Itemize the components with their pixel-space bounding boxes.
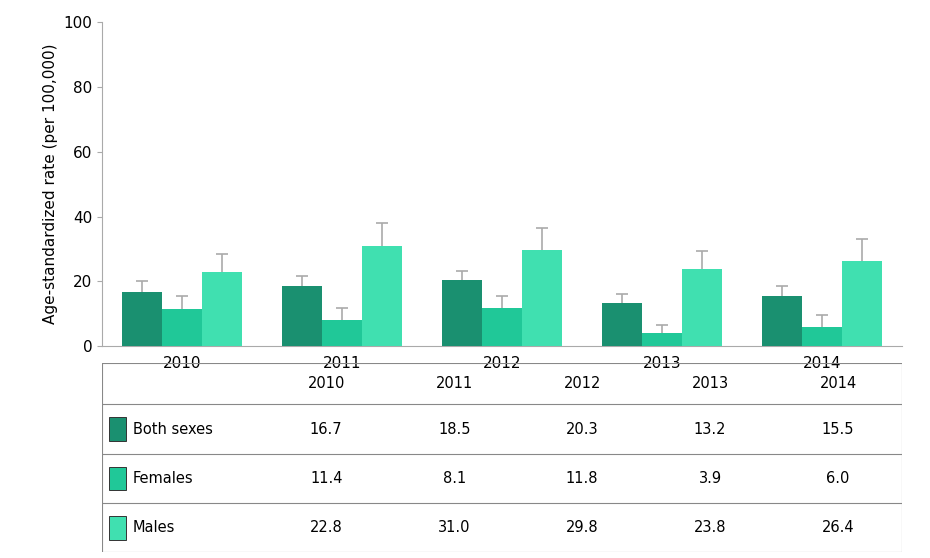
- Text: 20.3: 20.3: [565, 422, 599, 436]
- Bar: [763, 296, 802, 346]
- Text: 15.5: 15.5: [822, 422, 855, 436]
- Bar: [322, 320, 363, 346]
- Text: 13.2: 13.2: [694, 422, 726, 436]
- Text: Females: Females: [133, 471, 193, 486]
- Bar: [363, 246, 402, 346]
- Text: 23.8: 23.8: [694, 520, 726, 535]
- Bar: [203, 272, 242, 346]
- Bar: [443, 280, 482, 346]
- Text: 31.0: 31.0: [438, 520, 471, 535]
- Bar: [843, 261, 883, 346]
- Text: 16.7: 16.7: [310, 422, 342, 436]
- Bar: [603, 303, 643, 346]
- Bar: [122, 292, 162, 346]
- Bar: [162, 309, 203, 346]
- Text: 29.8: 29.8: [565, 520, 599, 535]
- Y-axis label: Age-standardized rate (per 100,000): Age-standardized rate (per 100,000): [43, 44, 59, 324]
- Text: 2012: 2012: [564, 376, 601, 391]
- Bar: [109, 466, 126, 490]
- Text: 6.0: 6.0: [827, 471, 850, 486]
- Bar: [109, 516, 126, 540]
- Bar: [683, 269, 723, 346]
- Text: 2014: 2014: [819, 376, 857, 391]
- Text: 8.1: 8.1: [443, 471, 466, 486]
- Text: 2011: 2011: [435, 376, 472, 391]
- Text: 22.8: 22.8: [310, 520, 342, 535]
- Bar: [802, 326, 843, 346]
- Text: Males: Males: [133, 520, 175, 535]
- Text: 2010: 2010: [308, 376, 345, 391]
- Bar: [482, 308, 523, 346]
- Text: 11.4: 11.4: [310, 471, 342, 486]
- Bar: [109, 417, 126, 441]
- Text: 11.8: 11.8: [566, 471, 598, 486]
- Text: 26.4: 26.4: [822, 520, 855, 535]
- Bar: [523, 249, 562, 346]
- Text: 3.9: 3.9: [698, 471, 722, 486]
- Text: 2013: 2013: [692, 376, 729, 391]
- Bar: [643, 333, 683, 346]
- Text: Both sexes: Both sexes: [133, 422, 213, 436]
- Bar: [283, 286, 322, 346]
- Text: 18.5: 18.5: [438, 422, 471, 436]
